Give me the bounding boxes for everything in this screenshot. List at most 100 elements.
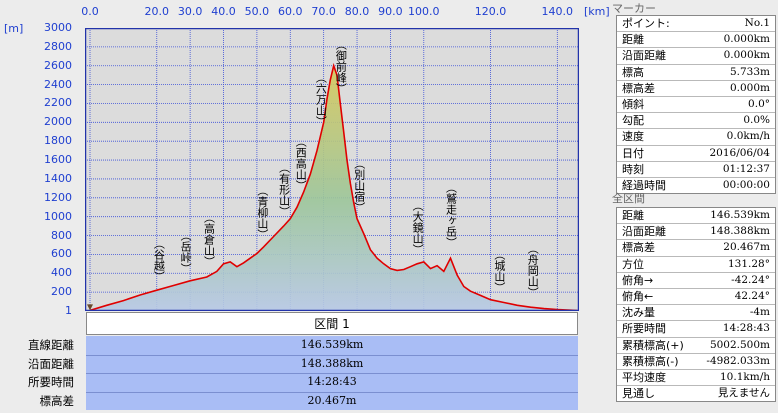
row-value: 0.0km/h <box>726 130 770 143</box>
place-label: （西高山） <box>294 135 308 191</box>
x-tick-label: 70.0 <box>311 5 336 18</box>
table-row: 方位 131.28° <box>617 257 775 273</box>
segment-divider <box>86 373 578 374</box>
segment-divider <box>86 391 578 393</box>
row-label: ポイント: <box>622 17 670 30</box>
x-tick-label: 50.0 <box>244 5 270 18</box>
x-unit-label: [km] <box>584 5 610 18</box>
y-tick-label: 2800 <box>44 39 72 53</box>
y-tick-label: 1600 <box>44 153 72 167</box>
y-tick-label: 2600 <box>44 58 72 72</box>
place-label: （谷越） <box>152 237 166 282</box>
table-row: 沈み量 -4m <box>617 305 775 322</box>
segment-summary-panel: 146.539km 148.388km 14:28:43 20.467m <box>86 336 578 410</box>
x-tick-label: 100.0 <box>408 5 440 18</box>
place-label: （高倉山） <box>202 212 216 268</box>
segment-value: 146.539km <box>300 338 364 351</box>
row-value: 0.000m <box>729 81 770 94</box>
x-tick-label: 20.0 <box>144 5 170 18</box>
segment-value: 148.388km <box>300 356 364 370</box>
table-row: 経過時間 00:00:00 <box>617 178 775 193</box>
table-row: 標高 5.733m <box>617 65 775 81</box>
table-row: 見通し 見えません <box>617 386 775 401</box>
segment-label: 沿面距離 <box>28 356 74 371</box>
row-label: 速度 <box>622 130 644 144</box>
y-tick-label: 200 <box>51 285 72 299</box>
row-value: 0.000km <box>723 33 770 46</box>
row-label: 距離 <box>622 209 644 222</box>
y-tick-label: 600 <box>51 247 72 261</box>
elevation-profile-chart[interactable] <box>85 28 579 311</box>
table-row: 所要時間 14:28:43 <box>617 321 775 338</box>
x-tick-label: 0.0 <box>81 5 99 18</box>
y-unit-label: [m] <box>4 22 24 35</box>
y-tick-label: 400 <box>51 266 72 280</box>
row-label: 俯角← <box>622 289 654 303</box>
row-value: 5002.500m <box>709 338 770 351</box>
place-label: （岳峠） <box>179 230 193 275</box>
row-label: 俯角→ <box>622 273 654 287</box>
place-label: （六万山） <box>314 72 328 128</box>
row-label: 平均速度 <box>622 370 666 384</box>
place-label: （別山宿） <box>352 158 366 214</box>
row-label: 累積標高(-) <box>622 354 679 368</box>
table-row: 距離 146.539km <box>617 208 775 225</box>
x-tick-label: 30.0 <box>177 5 203 18</box>
y-tick-label: 2400 <box>44 77 72 91</box>
row-label: 標高差 <box>622 241 655 255</box>
row-value: 5.733m <box>729 65 770 78</box>
row-label: 経過時間 <box>622 178 666 192</box>
x-tick-label: 120.0 <box>474 5 507 18</box>
y-tick-label: 2200 <box>44 96 72 110</box>
row-value: 146.539km <box>710 209 770 221</box>
plot-border <box>85 28 579 311</box>
table-row: 俯角← 42.24° <box>617 289 775 306</box>
row-label: 沿面距離 <box>622 225 666 239</box>
marker-panel-title: マーカー <box>612 2 656 15</box>
row-label: 標高差 <box>622 81 655 95</box>
place-label: （有形山） <box>277 162 291 218</box>
y-tick-label: 2000 <box>44 115 72 129</box>
place-label: （舟岡山） <box>526 243 540 299</box>
segment-label: 所要時間 <box>28 375 74 389</box>
row-label: 見通し <box>622 387 655 401</box>
row-value: 131.28° <box>728 257 770 270</box>
table-row: 速度 0.0km/h <box>617 129 775 146</box>
start-marker-icon <box>87 304 94 311</box>
table-row: ポイント: No.1 <box>617 16 775 33</box>
y-tick-label: 1400 <box>44 171 72 185</box>
x-tick-label: 140.0 <box>541 5 574 18</box>
place-label: （大鏡山） <box>411 199 425 255</box>
row-value: 0.0° <box>748 97 770 110</box>
x-tick-label: 60.0 <box>278 5 303 18</box>
place-label: （青柳山） <box>255 184 269 240</box>
y-tick-label: 1000 <box>44 209 72 223</box>
total-table: 距離 146.539km 沿面距離 148.388km 標高差 20.467m 方位 131.… <box>616 207 776 403</box>
y-tick-label: 1 <box>65 303 72 317</box>
row-label: 方位 <box>622 257 644 271</box>
row-value: -4m <box>749 306 770 319</box>
row-label: 勾配 <box>622 114 644 128</box>
segment-value: 20.467m <box>307 393 357 407</box>
y-tick-label: 1200 <box>44 190 72 204</box>
y-tick-label: 800 <box>51 228 72 242</box>
row-value: 20.467m <box>723 241 770 254</box>
total-panel-title: 全区間 <box>612 192 645 205</box>
row-value: 0.0% <box>743 114 770 127</box>
row-label: 日付 <box>622 146 644 160</box>
table-row: 距離 0.000km <box>617 32 775 49</box>
place-label: （御前峰） <box>334 39 348 95</box>
row-value: 14:28:43 <box>722 322 770 335</box>
table-row: 標高差 0.000m <box>617 81 775 97</box>
marker-table: ポイント: No.1 距離 0.000km 沿面距離 0.000km 標高 5.733m 標高差… <box>616 15 776 195</box>
table-row: 沿面距離 148.388km <box>617 224 775 241</box>
row-label: 時刻 <box>622 162 644 176</box>
elevation-line <box>89 62 578 311</box>
table-row: 標高差 20.467m <box>617 240 775 257</box>
table-row: 累積標高(-) -4982.033m <box>617 354 775 370</box>
row-value: 2016/06/04 <box>709 146 770 159</box>
table-row: 沿面距離 0.000km <box>617 48 775 65</box>
segment-title[interactable]: 区間 1 <box>86 312 578 335</box>
segment-label: 直線距離 <box>28 338 74 352</box>
place-label: （鷲走ヶ岳） <box>444 182 458 249</box>
